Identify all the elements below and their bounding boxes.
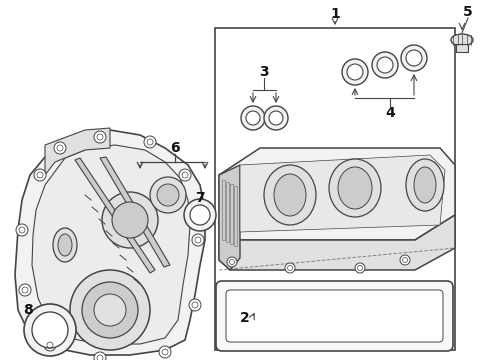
- Ellipse shape: [414, 167, 436, 203]
- Circle shape: [70, 270, 150, 350]
- Polygon shape: [219, 165, 240, 270]
- Circle shape: [144, 136, 156, 148]
- Circle shape: [372, 52, 398, 78]
- Circle shape: [190, 205, 210, 225]
- Ellipse shape: [329, 159, 381, 217]
- Circle shape: [82, 282, 138, 338]
- Circle shape: [342, 59, 368, 85]
- Circle shape: [157, 184, 179, 206]
- Text: 6: 6: [170, 141, 180, 155]
- Bar: [230, 184, 233, 244]
- Circle shape: [54, 142, 66, 154]
- Circle shape: [192, 234, 204, 246]
- Circle shape: [94, 131, 106, 143]
- Circle shape: [32, 312, 68, 348]
- Circle shape: [406, 50, 422, 66]
- Polygon shape: [100, 157, 170, 267]
- Circle shape: [285, 263, 295, 273]
- Polygon shape: [219, 148, 455, 240]
- Circle shape: [94, 294, 126, 326]
- Circle shape: [184, 199, 216, 231]
- Ellipse shape: [53, 228, 77, 262]
- Text: 7: 7: [195, 191, 205, 205]
- Circle shape: [44, 339, 56, 351]
- Circle shape: [377, 57, 393, 73]
- FancyBboxPatch shape: [226, 290, 443, 342]
- Circle shape: [34, 169, 46, 181]
- Ellipse shape: [58, 234, 72, 256]
- Ellipse shape: [274, 174, 306, 216]
- Circle shape: [102, 192, 158, 248]
- Circle shape: [16, 224, 28, 236]
- Polygon shape: [219, 215, 455, 270]
- Circle shape: [112, 202, 148, 238]
- Text: 4: 4: [385, 106, 395, 120]
- Circle shape: [401, 45, 427, 71]
- Polygon shape: [240, 155, 445, 232]
- Text: 1: 1: [330, 7, 340, 21]
- Circle shape: [246, 111, 260, 125]
- Text: 3: 3: [259, 65, 269, 79]
- Circle shape: [24, 304, 76, 356]
- Bar: [234, 186, 237, 246]
- Text: 2: 2: [240, 311, 250, 325]
- Circle shape: [19, 284, 31, 296]
- Circle shape: [264, 106, 288, 130]
- Polygon shape: [75, 158, 155, 273]
- Bar: [456, 44, 468, 52]
- Circle shape: [355, 263, 365, 273]
- Circle shape: [159, 346, 171, 358]
- Circle shape: [347, 64, 363, 80]
- Circle shape: [189, 299, 201, 311]
- Polygon shape: [32, 145, 190, 344]
- Polygon shape: [45, 128, 110, 175]
- Text: 5: 5: [463, 5, 473, 19]
- Polygon shape: [15, 130, 205, 355]
- Bar: [222, 180, 225, 240]
- Ellipse shape: [264, 165, 316, 225]
- Circle shape: [179, 169, 191, 181]
- Circle shape: [227, 257, 237, 267]
- Bar: [226, 182, 229, 242]
- FancyBboxPatch shape: [216, 281, 453, 351]
- Ellipse shape: [406, 159, 444, 211]
- Circle shape: [400, 255, 410, 265]
- Text: 8: 8: [23, 303, 33, 317]
- Ellipse shape: [338, 167, 372, 209]
- Bar: [215, 28, 455, 350]
- Circle shape: [150, 177, 186, 213]
- Circle shape: [241, 106, 265, 130]
- Ellipse shape: [451, 34, 473, 46]
- Circle shape: [269, 111, 283, 125]
- Circle shape: [94, 352, 106, 360]
